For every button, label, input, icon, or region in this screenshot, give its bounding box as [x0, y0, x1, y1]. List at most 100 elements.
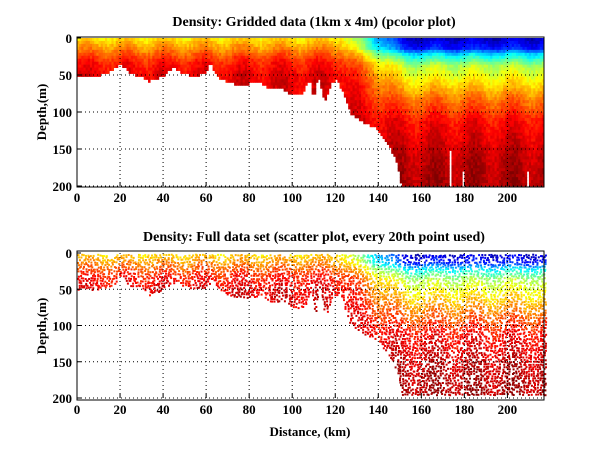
pcolor-cell [414, 70, 418, 74]
pcolor-cell [490, 52, 493, 57]
pcolor-cell [460, 76, 463, 80]
pcolor-cell [318, 49, 321, 54]
pcolor-cell [367, 88, 371, 92]
pcolor-cell [438, 150, 442, 154]
pcolor-cell [408, 123, 411, 128]
pcolor-cell [410, 138, 414, 142]
pcolor-cell [414, 153, 418, 157]
pcolor-cell [389, 106, 392, 110]
pcolor-cell [395, 94, 399, 98]
pcolor-cell [445, 174, 448, 178]
pcolor-cell [417, 147, 420, 151]
pcolor-cell [421, 61, 424, 66]
pcolor-cell [436, 100, 439, 104]
pcolor-cell [408, 138, 411, 142]
pcolor-cell [494, 171, 498, 175]
pcolor-cell [367, 114, 371, 119]
pcolor-cell [373, 70, 377, 74]
pcolor-cell [414, 129, 418, 134]
pcolor-cell [384, 64, 388, 68]
pcolor-cell [438, 126, 442, 131]
pcolor-cell [216, 58, 220, 63]
pcolor-cell [440, 174, 444, 178]
pcolor-cell [445, 171, 448, 175]
pcolor-cell [419, 67, 422, 71]
pcolor-cell [214, 52, 218, 57]
pcolor-cell [423, 171, 427, 175]
pcolor-cell [365, 70, 368, 74]
pcolor-cell [453, 132, 457, 137]
pcolor-cell [425, 153, 429, 157]
pcolor-cell [270, 40, 274, 45]
pcolor-cell [107, 52, 110, 57]
pcolor-cell [380, 106, 383, 110]
pcolor-cell [498, 55, 502, 60]
pcolor-cell [378, 46, 381, 51]
pcolor-cell [156, 38, 160, 42]
pcolor-cell [259, 49, 263, 54]
pcolor-cell [401, 103, 405, 107]
pcolor-cell [369, 100, 373, 104]
pcolor-cell [427, 91, 431, 95]
pcolor-cell [492, 141, 495, 145]
pcolor-cell [266, 55, 269, 60]
pcolor-cell [410, 100, 414, 104]
pcolor-cell [326, 46, 330, 51]
pcolor-cell [485, 138, 489, 142]
pcolor-cell [352, 38, 356, 42]
pcolor-cell [343, 46, 347, 51]
pcolor-cell [268, 38, 272, 42]
pcolor-cell [242, 64, 246, 68]
pcolor-cell [346, 79, 349, 83]
pcolor-cell [393, 52, 396, 57]
pcolor-cell [378, 64, 381, 68]
pcolor-cell [369, 43, 373, 48]
pcolor-cell [354, 43, 358, 48]
pcolor-cell [445, 55, 448, 60]
pcolor-cell [460, 79, 463, 83]
pcolor-cell [92, 64, 95, 68]
pcolor-cell [350, 88, 353, 92]
pcolor-cell [462, 73, 465, 77]
pcolor-cell [498, 144, 502, 148]
pcolor-cell [335, 61, 338, 66]
pcolor-cell [429, 76, 433, 80]
pcolor-cell [453, 40, 457, 45]
pcolor-cell [354, 61, 358, 66]
pcolor-cell [434, 132, 437, 137]
pcolor-cell [120, 61, 123, 66]
pcolor-cell [343, 38, 347, 42]
pcolor-cell [277, 38, 280, 42]
pcolor-cell [412, 132, 416, 137]
pcolor-cell [464, 100, 467, 104]
pcolor-cell [126, 46, 130, 51]
pcolor-cell [455, 112, 459, 116]
pcolor-cell [434, 70, 437, 74]
pcolor-cell [382, 112, 386, 116]
pcolor-cell [470, 120, 474, 125]
pcolor-cell [449, 79, 452, 83]
pcolor-cell [479, 100, 482, 104]
pcolor-cell [296, 70, 300, 74]
pcolor-cell [406, 76, 409, 80]
pcolor-cell [498, 97, 502, 101]
pcolor-cell [488, 49, 491, 54]
pcolor-cell [352, 106, 356, 110]
pcolor-cell [210, 46, 213, 51]
pcolor-cell [490, 174, 493, 178]
pcolor-cell [283, 46, 287, 51]
pcolor-cell [98, 61, 102, 66]
pcolor-cell [311, 55, 315, 60]
pcolor-cell [494, 49, 498, 54]
pcolor-cell [389, 100, 392, 104]
pcolor-cell [460, 150, 463, 154]
pcolor-cell [417, 138, 420, 142]
pcolor-cell [281, 55, 284, 60]
pcolor-cell [434, 144, 437, 148]
pcolor-cell [141, 46, 145, 51]
pcolor-cell [124, 49, 127, 54]
pcolor-cell [414, 73, 418, 77]
pcolor-cell [460, 177, 463, 181]
pcolor-cell [414, 100, 418, 104]
pcolor-cell [485, 94, 489, 98]
